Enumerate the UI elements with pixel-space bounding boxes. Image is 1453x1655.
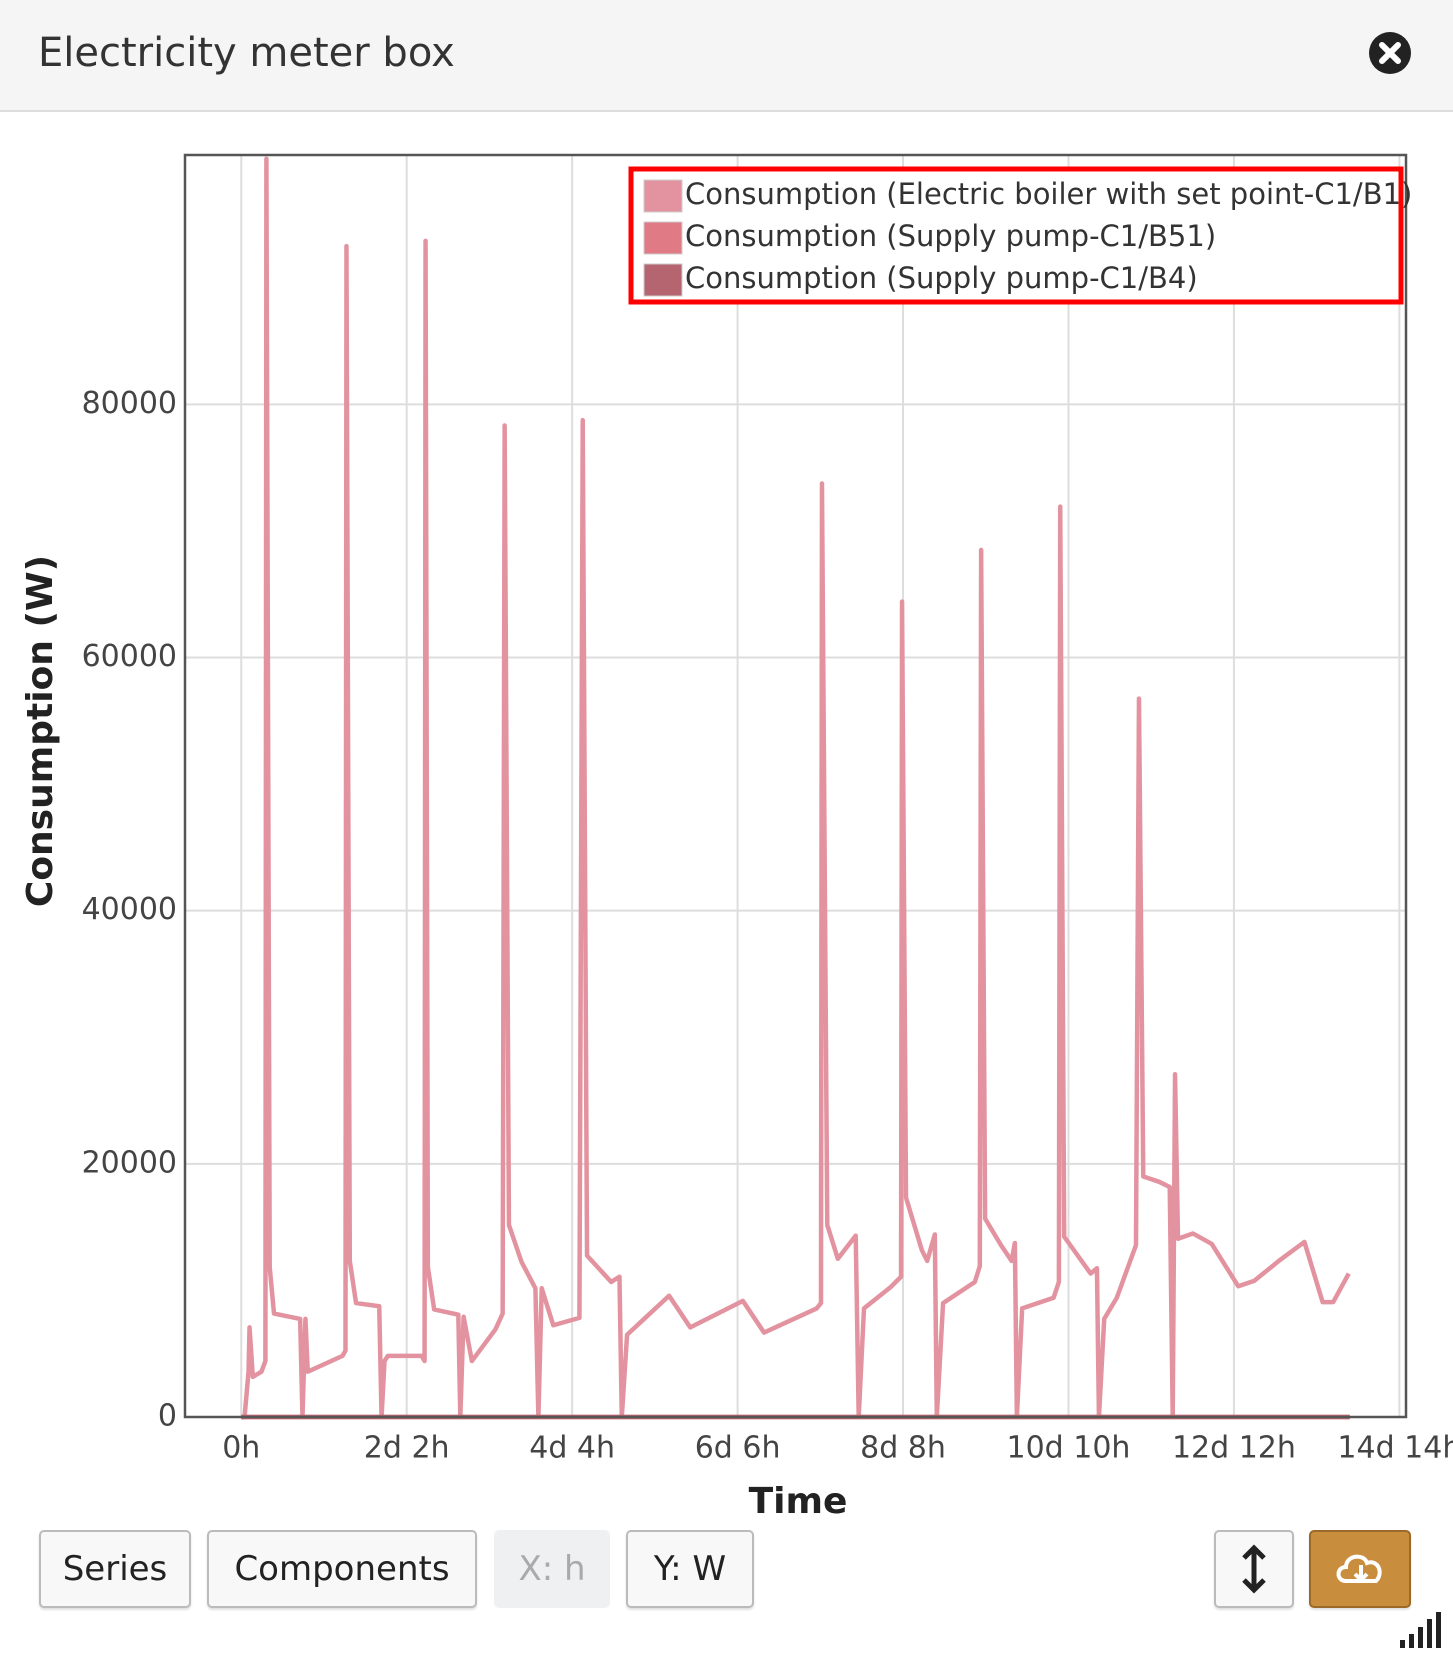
legend-label: Consumption (Supply pump-C1/B4)	[685, 261, 1198, 295]
series-button[interactable]: Series	[39, 1530, 191, 1608]
plot-frame	[183, 153, 1408, 1419]
legend-label: Consumption (Supply pump-C1/B51)	[685, 219, 1216, 253]
x-tick-label: 14d 14h	[1337, 1431, 1453, 1466]
chart: Time Consumption (W) Consumption (Electr…	[20, 153, 1453, 1520]
y-axis-title: Consumption (W)	[20, 555, 61, 907]
y-tick-label: 80000	[82, 386, 177, 421]
plot-area	[185, 155, 1406, 1417]
x-tick-label: 8d 8h	[860, 1431, 946, 1466]
y-tick-label: 20000	[82, 1145, 177, 1180]
x-tick-label: 2d 2h	[364, 1431, 450, 1466]
dialog-header: Electricity meter box	[0, 0, 1453, 112]
close-icon	[1379, 42, 1401, 64]
y-unit-button[interactable]: Y: W	[626, 1530, 754, 1608]
resize-button[interactable]	[1214, 1530, 1294, 1608]
x-tick-label: 4d 4h	[529, 1431, 615, 1466]
legend-label: Consumption (Electric boiler with set po…	[685, 177, 1412, 211]
legend-swatch	[643, 179, 683, 213]
x-tick-label: 0h	[222, 1431, 260, 1466]
legend-box	[628, 166, 1404, 305]
y-tick-label: 40000	[82, 892, 177, 927]
x-tick-label: 12d 12h	[1172, 1431, 1296, 1466]
x-unit-button: X: h	[494, 1530, 610, 1608]
download-icon	[1336, 1554, 1382, 1583]
components-button[interactable]: Components	[207, 1530, 477, 1608]
y-tick-label: 60000	[82, 639, 177, 674]
legend-swatch	[643, 263, 683, 297]
x-tick-label: 10d 10h	[1007, 1431, 1131, 1466]
legend-swatch	[643, 221, 683, 255]
download-button[interactable]	[1309, 1530, 1411, 1608]
y-tick-label: 0	[158, 1399, 177, 1434]
x-tick-label: 6d 6h	[695, 1431, 781, 1466]
dialog-title: Electricity meter box	[38, 30, 455, 76]
series-line	[241, 156, 1351, 1420]
resize-icon	[1242, 1544, 1266, 1594]
signal-icon	[1400, 1612, 1441, 1648]
x-axis-title: Time	[749, 1481, 848, 1520]
close-button[interactable]	[1369, 32, 1411, 74]
